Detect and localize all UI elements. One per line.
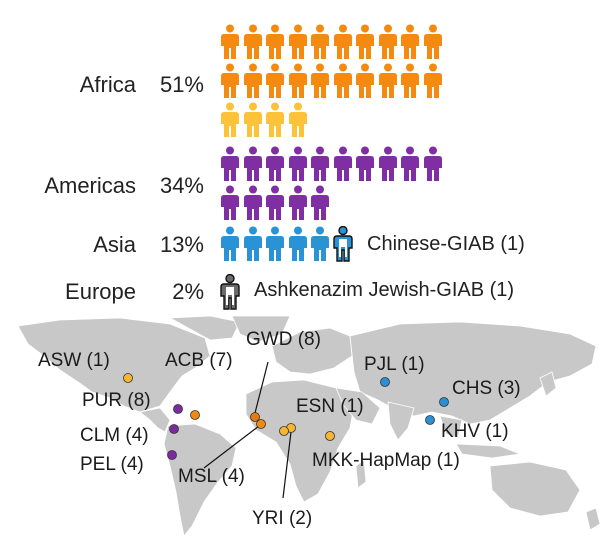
population-dot-chs <box>439 397 449 407</box>
pop-label-chs: CHS (3) <box>452 378 521 399</box>
person-icon <box>355 146 375 182</box>
person-icon <box>288 185 308 221</box>
region-name: Asia <box>93 232 136 257</box>
pop-label-yri: YRI (2) <box>252 508 313 529</box>
person-icon <box>243 102 263 138</box>
chinese-giab-label: Chinese-GIAB (1) <box>367 233 525 255</box>
person-icon <box>220 146 240 182</box>
person-icon <box>243 226 263 262</box>
pop-label-pel: PEL (4) <box>80 454 144 475</box>
pop-label-gwd: GWD (8) <box>246 329 321 350</box>
person-icon <box>355 63 375 99</box>
pop-label-clm: CLM (4) <box>80 425 149 446</box>
person-icon-grid <box>220 24 443 310</box>
person-icon <box>265 102 285 138</box>
person-icon <box>310 185 330 221</box>
person-icon <box>220 63 240 99</box>
population-dot-msl <box>256 419 266 429</box>
population-dot-clm <box>169 424 179 434</box>
person-icon <box>265 185 285 221</box>
person-icon <box>423 63 443 99</box>
population-dot-pjl <box>380 377 390 387</box>
region-percent: 34% <box>159 173 204 198</box>
person-icon <box>288 146 308 182</box>
population-dot-asw <box>123 373 133 383</box>
ashkenazim-giab-label: Ashkenazim Jewish-GIAB (1) <box>254 279 515 301</box>
population-dot-yri <box>279 426 289 436</box>
region-name: Europe <box>65 279 136 304</box>
person-icon <box>243 185 263 221</box>
population-dot-pur <box>173 404 183 414</box>
pop-label-mkk: MKK-HapMap (1) <box>312 450 460 471</box>
person-icon <box>423 24 443 60</box>
population-dot-khv <box>425 415 435 425</box>
region-name: Africa <box>79 72 136 97</box>
region-name: Americas <box>44 173 136 198</box>
person-icon <box>288 63 308 99</box>
person-icon <box>265 63 285 99</box>
world-map <box>17 316 601 537</box>
person-icon <box>243 24 263 60</box>
person-icon <box>310 63 330 99</box>
pop-label-msl: MSL (4) <box>178 466 245 487</box>
person-icon <box>355 24 375 60</box>
person-icon <box>265 24 285 60</box>
person-icon <box>400 63 420 99</box>
population-dot-acb <box>190 410 200 420</box>
person-icon <box>378 63 398 99</box>
person-icon <box>220 102 240 138</box>
person-icon <box>378 24 398 60</box>
person-icon <box>310 24 330 60</box>
person-icon <box>333 146 353 182</box>
person-icon <box>288 24 308 60</box>
person-icon <box>288 102 308 138</box>
person-icon <box>243 146 263 182</box>
person-icon <box>220 226 240 262</box>
population-dot-gwd <box>250 412 260 422</box>
pop-label-khv: KHV (1) <box>441 421 509 442</box>
region-percent: 51% <box>159 72 204 97</box>
person-icon <box>423 146 443 182</box>
pop-label-acb: ACB (7) <box>165 350 233 371</box>
pop-label-esn: ESN (1) <box>296 396 364 417</box>
person-icon <box>220 185 240 221</box>
person-icon <box>400 24 420 60</box>
person-icon <box>310 146 330 182</box>
person-icon <box>400 146 420 182</box>
population-dot-pel <box>167 450 177 460</box>
person-icon <box>310 226 330 262</box>
person-icon <box>288 226 308 262</box>
person-outline-icon <box>332 225 353 262</box>
person-outline-icon <box>220 273 240 310</box>
population-dot-mkk <box>325 431 335 441</box>
person-icon <box>333 24 353 60</box>
region-percent: 13% <box>159 232 204 257</box>
person-icon <box>243 63 263 99</box>
person-icon <box>333 63 353 99</box>
pop-label-asw: ASW (1) <box>38 350 110 371</box>
pop-label-pur: PUR (8) <box>82 390 151 411</box>
person-icon <box>378 146 398 182</box>
person-icon <box>265 146 285 182</box>
region-percent: 2% <box>172 279 204 304</box>
person-icon <box>265 226 285 262</box>
pop-label-pjl: PJL (1) <box>364 354 425 375</box>
person-icon <box>220 24 240 60</box>
